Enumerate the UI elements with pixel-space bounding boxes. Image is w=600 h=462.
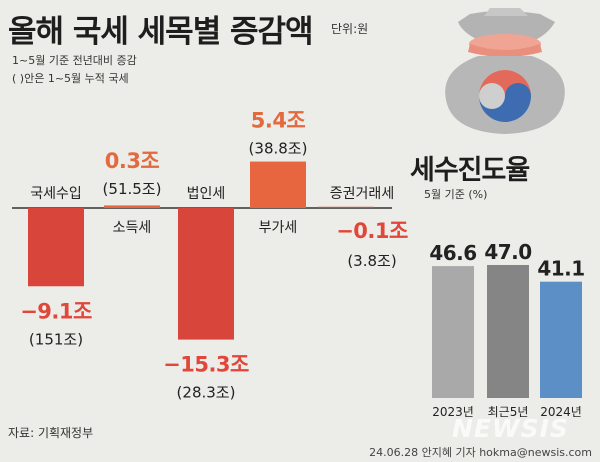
credit-line: 24.06.28 안지혜 기자 hokma@newsis.com [369,446,592,459]
tax-cumulative-label: (151조) [29,330,83,348]
rate-category-label: 2023년 [432,405,474,419]
tax-category-label: 증권거래세 [330,186,394,202]
tax-cumulative-label: (28.3조) [177,384,236,402]
rate-bar [487,264,529,398]
rate-chart-title: 세수진도율 [410,155,530,186]
tax-category-label: 국세수입 [30,186,82,202]
subtitle-basis: 1~5월 기준 전년대비 증감 [12,54,137,67]
tax-value-label: −0.1조 [336,219,408,243]
source-note: 자료: 기획재정부 [8,426,94,440]
tax-category-label: 법인세 [187,186,226,202]
tax-bar [178,208,234,340]
tax-value-label: −9.1조 [20,299,92,323]
newsis-watermark: NEWSIS [452,414,569,443]
rate-category-label: 최근5년 [488,405,529,419]
tax-value-label: 5.4조 [251,109,306,133]
rate-bar [432,266,474,398]
tax-cumulative-label: (51.5조) [103,180,162,198]
tax-category-label: 부가세 [259,220,298,236]
tax-bar [250,161,306,208]
tax-category-label: 소득세 [113,220,152,236]
tax-value-label: −15.3조 [163,353,249,377]
tax-bar [104,205,160,208]
subtitle-parentheses-note: ( )안은 1~5월 누적 국세 [12,72,129,85]
rate-bar [540,281,582,398]
rate-value-label: 46.6 [429,241,476,265]
tax-cumulative-label: (38.8조) [249,140,308,158]
tax-value-label: 0.3조 [105,149,160,173]
tax-bar [28,208,84,287]
rate-category-label: 2024년 [540,405,582,419]
rate-value-label: 41.1 [537,257,584,281]
tax-bar [318,206,374,208]
rate-value-label: 47.0 [484,240,531,264]
tax-cumulative-label: (3.8조) [347,252,396,270]
unit-label: 단위:원 [331,22,369,36]
chart-title: 올해 국세 세목별 증감액 [8,14,314,50]
rate-chart-subtitle: 5월 기준 (%) [424,188,488,201]
